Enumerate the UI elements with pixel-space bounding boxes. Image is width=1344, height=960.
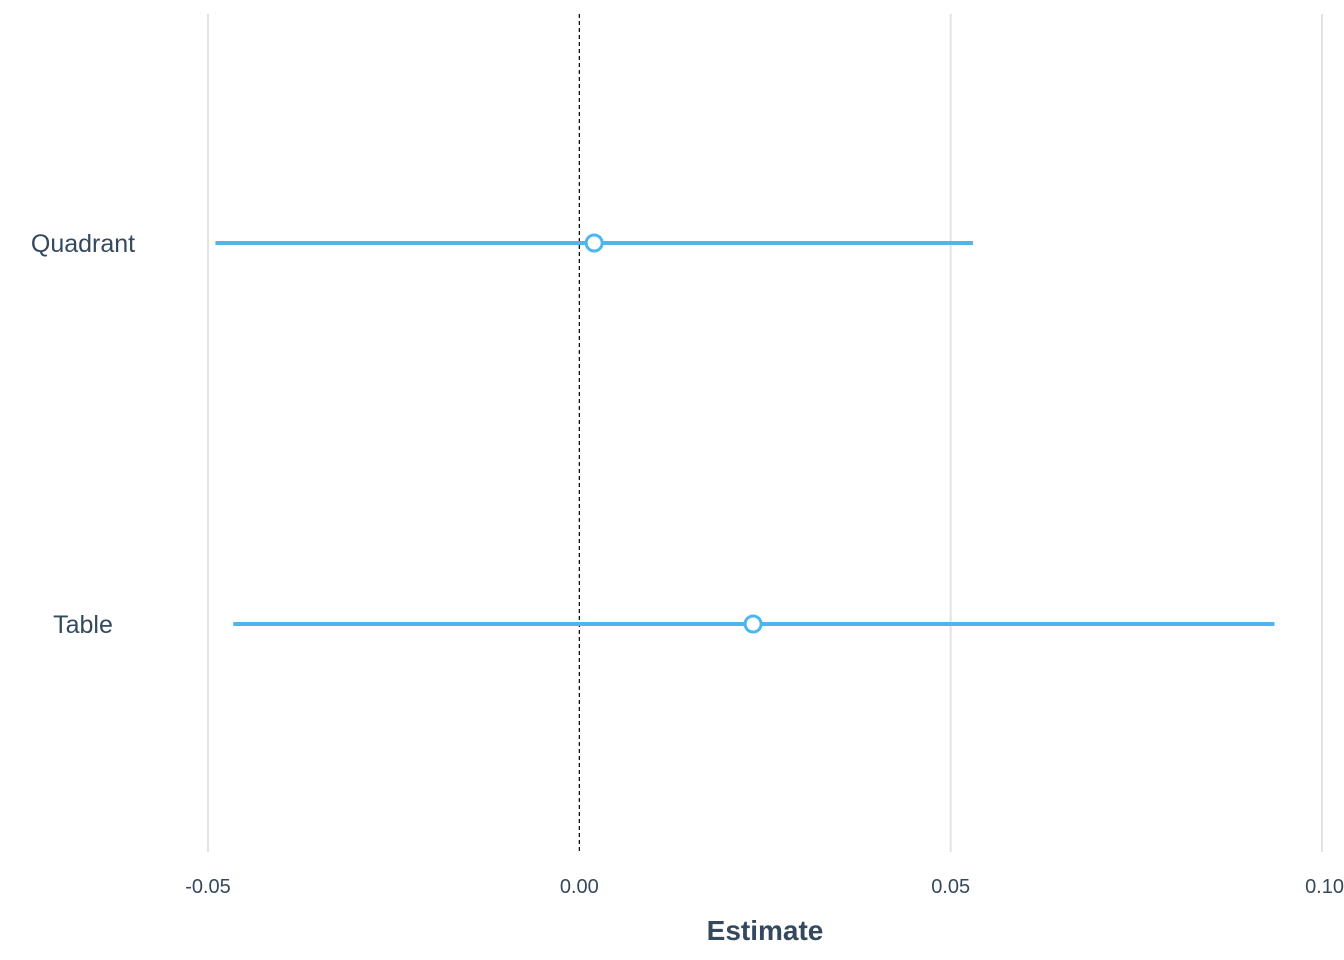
y-axis-labels: Quadrant Table <box>31 230 135 639</box>
x-axis-title: Estimate <box>707 915 824 946</box>
confidence-intervals <box>215 241 1275 626</box>
x-axis-tick-labels: -0.05 0.00 0.05 0.10 <box>185 876 1344 898</box>
gridlines <box>207 14 1323 852</box>
point-estimate-table <box>743 614 763 634</box>
x-tick-label: -0.05 <box>185 876 231 898</box>
y-label-quadrant: Quadrant <box>31 230 135 258</box>
point-estimate-quadrant <box>584 233 604 253</box>
y-label-table: Table <box>53 611 113 639</box>
x-tick-label: 0.10 <box>1305 876 1344 898</box>
x-tick-label: 0.05 <box>931 876 970 898</box>
point-estimates <box>584 233 763 634</box>
x-tick-label: 0.00 <box>560 876 599 898</box>
